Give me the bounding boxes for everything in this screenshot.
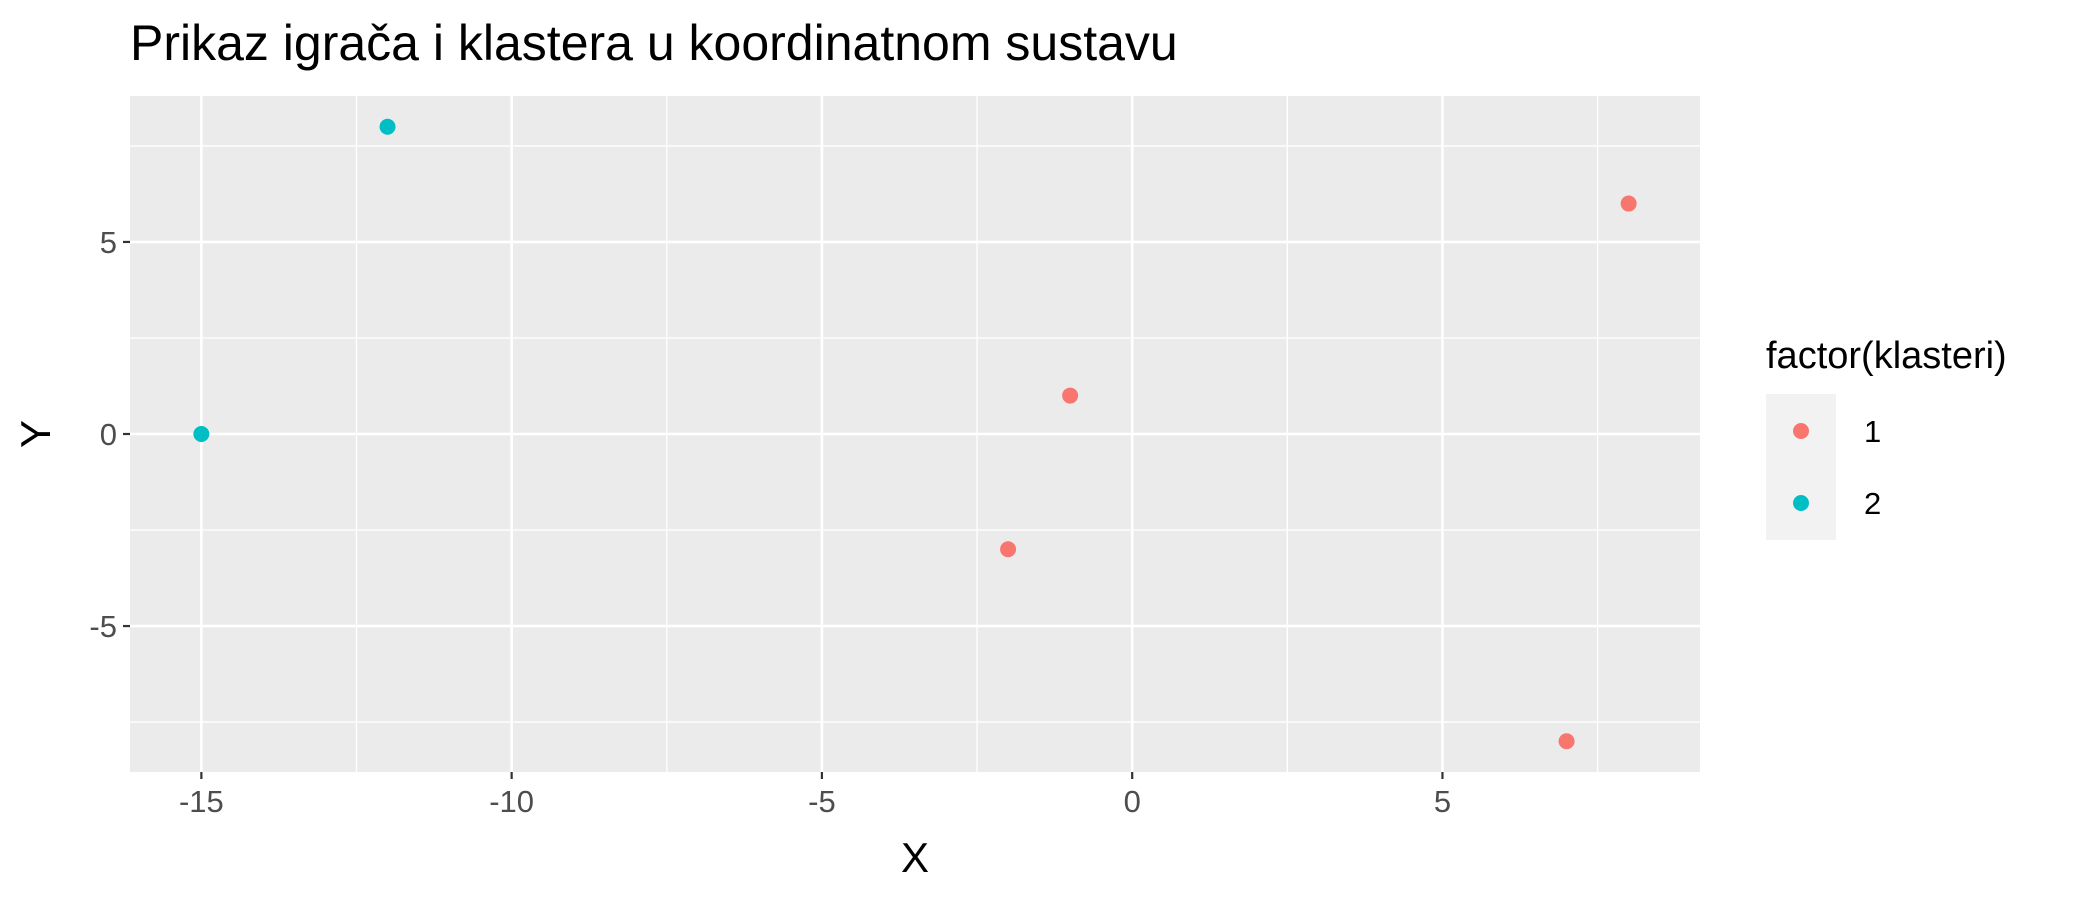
- x-tick-label: -5: [808, 784, 836, 819]
- data-point-cluster-1: [1558, 733, 1575, 750]
- y-axis: -5 0 5: [89, 225, 130, 644]
- plot-panel: [130, 96, 1700, 772]
- legend-key-1: [1793, 423, 1809, 439]
- x-axis: -15 -10 -5 0 5: [179, 772, 1451, 819]
- grid-minor-lines: [130, 96, 1700, 772]
- data-point-cluster-1: [1620, 195, 1637, 212]
- legend-keys-background: [1766, 394, 1836, 540]
- legend-label-1: 1: [1864, 414, 1881, 449]
- chart-title: Prikaz igrača i klastera u koordinatnom …: [130, 15, 1178, 71]
- y-axis-title: Y: [12, 420, 59, 448]
- legend-title: factor(klasteri): [1766, 335, 2007, 377]
- legend-label-2: 2: [1864, 486, 1881, 521]
- x-axis-title: X: [901, 834, 929, 881]
- x-tick-label: -10: [489, 784, 534, 819]
- legend-key-2: [1793, 495, 1809, 511]
- y-tick-label: 0: [100, 417, 117, 452]
- grid-major-lines: [130, 96, 1700, 772]
- y-tick-label: -5: [89, 609, 117, 644]
- data-point-cluster-1: [1062, 387, 1079, 404]
- data-point-cluster-2: [379, 118, 396, 135]
- data-point-cluster-2: [193, 426, 210, 442]
- legend: factor(klasteri) 12: [1766, 335, 2007, 540]
- x-tick-label: 0: [1124, 784, 1141, 819]
- x-tick-label: -15: [179, 784, 224, 819]
- legend-entries: 12: [1793, 414, 1881, 521]
- y-tick-label: 5: [100, 225, 117, 260]
- x-tick-label: 5: [1434, 784, 1451, 819]
- data-points: [193, 118, 1637, 750]
- data-point-cluster-1: [1000, 541, 1017, 558]
